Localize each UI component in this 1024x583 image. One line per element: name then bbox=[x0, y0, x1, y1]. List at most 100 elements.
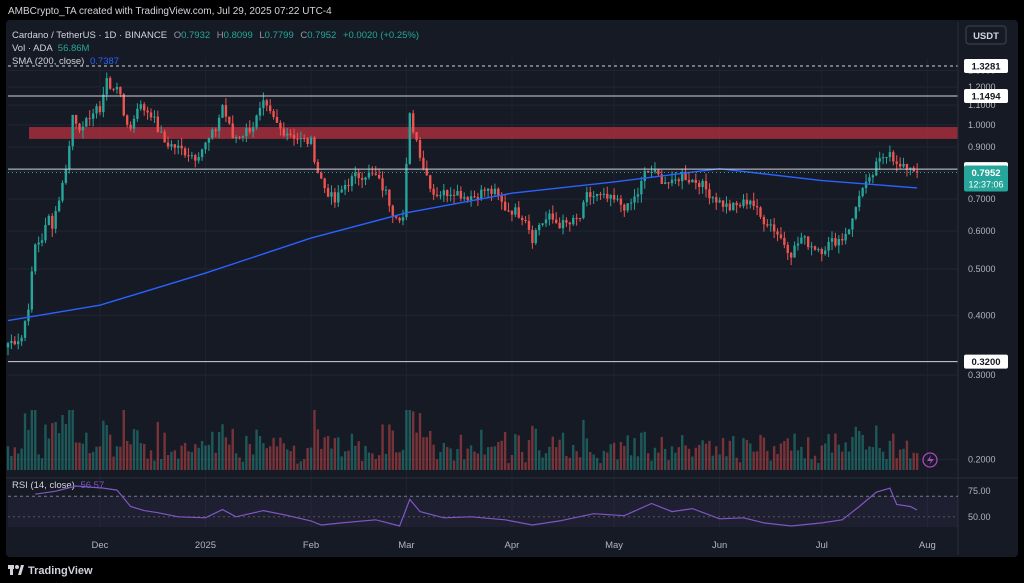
candle-body[interactable] bbox=[674, 179, 677, 181]
candle-body[interactable] bbox=[398, 217, 401, 221]
candle-body[interactable] bbox=[81, 126, 85, 131]
candle-body[interactable] bbox=[796, 243, 800, 246]
candle-body[interactable] bbox=[217, 117, 221, 131]
candle-body[interactable] bbox=[74, 114, 78, 124]
candle-body[interactable] bbox=[286, 133, 289, 136]
candle-body[interactable] bbox=[738, 205, 742, 207]
candle-body[interactable] bbox=[640, 180, 643, 195]
candle-body[interactable] bbox=[510, 210, 514, 215]
candle-body[interactable] bbox=[531, 229, 534, 244]
candle-body[interactable] bbox=[173, 144, 177, 148]
candle-body[interactable] bbox=[211, 129, 214, 138]
candle-body[interactable] bbox=[878, 158, 881, 162]
candle-body[interactable] bbox=[606, 193, 609, 199]
candle-body[interactable] bbox=[602, 193, 606, 195]
candle-body[interactable] bbox=[115, 87, 119, 90]
candle-body[interactable] bbox=[810, 246, 813, 248]
candle-body[interactable] bbox=[143, 104, 146, 111]
candle-body[interactable] bbox=[51, 216, 54, 229]
candle-body[interactable] bbox=[633, 196, 636, 203]
candle-body[interactable] bbox=[303, 138, 306, 140]
candle-body[interactable] bbox=[234, 136, 238, 139]
candle-body[interactable] bbox=[112, 88, 115, 90]
candle-body[interactable] bbox=[766, 224, 769, 226]
candle-body[interactable] bbox=[789, 252, 793, 258]
candle-body[interactable] bbox=[861, 188, 864, 197]
candle-body[interactable] bbox=[507, 210, 510, 212]
candle-body[interactable] bbox=[238, 136, 241, 138]
candle-body[interactable] bbox=[466, 197, 469, 201]
candle-body[interactable] bbox=[898, 163, 902, 167]
candle-body[interactable] bbox=[609, 195, 612, 199]
candle-body[interactable] bbox=[728, 203, 732, 211]
candle-body[interactable] bbox=[170, 144, 173, 147]
candle-body[interactable] bbox=[636, 194, 640, 197]
rsi-pane[interactable]: RSI (14, close) 56.57 75.00 50.00 bbox=[6, 22, 1018, 555]
candle-body[interactable] bbox=[646, 170, 650, 173]
candle-body[interactable] bbox=[299, 138, 303, 140]
candle-body[interactable] bbox=[469, 196, 473, 201]
candle-body[interactable] bbox=[296, 138, 299, 140]
candle-body[interactable] bbox=[78, 123, 81, 131]
candle-body[interactable] bbox=[800, 237, 803, 244]
candle-body[interactable] bbox=[180, 145, 183, 149]
candle-body[interactable] bbox=[425, 168, 429, 176]
candle-body[interactable] bbox=[204, 142, 207, 150]
candle-body[interactable] bbox=[691, 179, 694, 183]
candle-body[interactable] bbox=[377, 174, 381, 179]
candle-body[interactable] bbox=[183, 148, 187, 156]
candle-body[interactable] bbox=[463, 197, 466, 199]
candle-body[interactable] bbox=[915, 171, 919, 173]
candle-body[interactable] bbox=[313, 137, 316, 162]
candle-body[interactable] bbox=[858, 196, 861, 208]
candle-body[interactable] bbox=[871, 175, 875, 178]
candle-body[interactable] bbox=[432, 188, 435, 195]
candle-body[interactable] bbox=[13, 340, 17, 345]
candle-body[interactable] bbox=[503, 201, 507, 211]
candle-body[interactable] bbox=[177, 145, 180, 148]
candle-body[interactable] bbox=[881, 157, 885, 159]
candle-body[interactable] bbox=[68, 146, 71, 170]
candle-body[interactable] bbox=[320, 172, 323, 179]
candle-body[interactable] bbox=[629, 202, 633, 204]
candle-body[interactable] bbox=[619, 198, 623, 205]
candle-body[interactable] bbox=[221, 105, 224, 118]
candle-body[interactable] bbox=[98, 106, 102, 113]
candle-body[interactable] bbox=[391, 205, 394, 217]
candle-body[interactable] bbox=[841, 238, 844, 241]
candle-body[interactable] bbox=[735, 202, 738, 206]
candle-body[interactable] bbox=[759, 207, 762, 217]
candle-body[interactable] bbox=[708, 189, 711, 199]
candle-body[interactable] bbox=[452, 194, 456, 196]
candle-body[interactable] bbox=[684, 172, 687, 181]
currency-button-label[interactable]: USDT bbox=[973, 31, 999, 42]
candle-body[interactable] bbox=[551, 213, 554, 220]
candle-body[interactable] bbox=[446, 190, 449, 197]
candle-body[interactable] bbox=[837, 238, 841, 246]
candle-body[interactable] bbox=[572, 217, 575, 225]
candle-body[interactable] bbox=[902, 163, 905, 167]
candle-body[interactable] bbox=[721, 200, 725, 207]
candle-body[interactable] bbox=[371, 172, 374, 174]
alert-icon[interactable] bbox=[922, 452, 938, 468]
candle-body[interactable] bbox=[415, 132, 418, 141]
candle-body[interactable] bbox=[755, 206, 759, 208]
candle-body[interactable] bbox=[534, 230, 537, 244]
candle-body[interactable] bbox=[779, 234, 783, 239]
candle-body[interactable] bbox=[388, 189, 391, 206]
candle-body[interactable] bbox=[200, 149, 204, 158]
candle-body[interactable] bbox=[875, 161, 878, 176]
candle-body[interactable] bbox=[524, 220, 527, 222]
candle-body[interactable] bbox=[762, 216, 766, 225]
candle-body[interactable] bbox=[599, 193, 602, 195]
candle-body[interactable] bbox=[657, 170, 660, 175]
candle-body[interactable] bbox=[160, 131, 163, 133]
candle-body[interactable] bbox=[357, 172, 360, 179]
candle-body[interactable] bbox=[231, 123, 234, 139]
candle-body[interactable] bbox=[589, 192, 592, 197]
candle-body[interactable] bbox=[776, 231, 779, 235]
candle-body[interactable] bbox=[439, 195, 442, 197]
candle-body[interactable] bbox=[616, 198, 619, 200]
candle-body[interactable] bbox=[868, 177, 871, 182]
